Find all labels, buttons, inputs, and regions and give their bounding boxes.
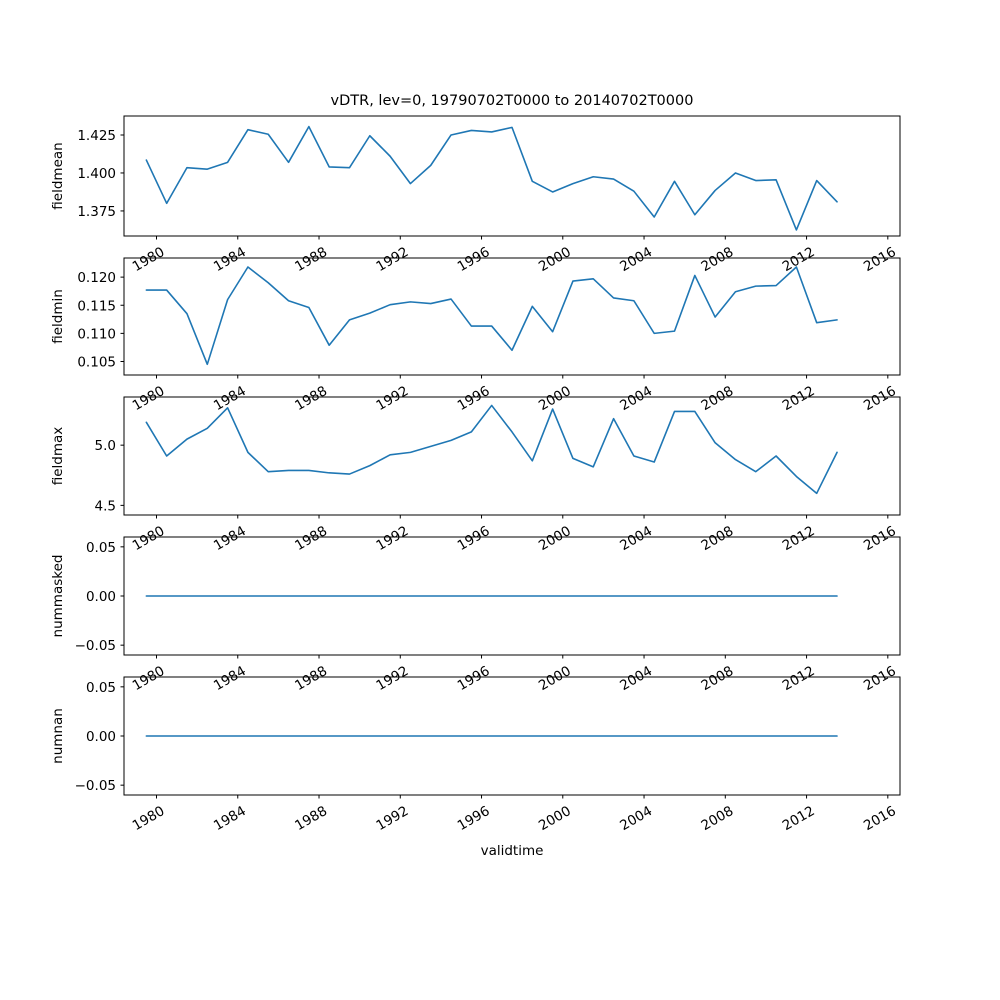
x-tick-label: 2004	[617, 523, 655, 554]
y-tick-label: 5.0	[95, 438, 116, 454]
subplot-numnan: −0.05 0.00 0.05 1980 1984 1988 1992 1996 2000 200…	[50, 676, 901, 859]
x-tick-label: 1984	[211, 523, 249, 554]
x-tick-label: 2016	[861, 663, 899, 694]
x-tick-label: 1992	[374, 244, 412, 275]
data-series-line	[145, 266, 838, 366]
x-tick-label: 1992	[374, 663, 412, 694]
x-tick-label: 1992	[374, 803, 412, 834]
x-tick-label: 1984	[211, 663, 249, 694]
y-tick-label: 1.425	[77, 128, 116, 144]
y-tick-label: 1.400	[77, 166, 116, 182]
x-tick-label: 2008	[699, 244, 737, 275]
x-tick-label: 1984	[211, 244, 249, 275]
subplot-fieldmin: 0.105 0.110 0.115 0.120 1980 1984 1988 1992 1996…	[50, 257, 901, 414]
x-tick-label: 2008	[699, 523, 737, 554]
x-tick-label: 2012	[780, 663, 818, 694]
x-tick-label: 2000	[536, 383, 574, 414]
x-tick-label: 1992	[374, 383, 412, 414]
y-tick-label: 0.00	[86, 589, 116, 605]
x-tick-label: 1996	[455, 383, 493, 414]
y-tick-label: 0.05	[86, 680, 116, 696]
subplot-fieldmean: 1.375 1.400 1.425 1980 1984 1988 1992 1996 2000 2…	[50, 115, 901, 275]
x-tick-label: 2008	[699, 663, 737, 694]
x-tick-label: 2012	[780, 803, 818, 834]
x-tick-label: 2012	[780, 523, 818, 554]
x-tick-label: 2000	[536, 663, 574, 694]
x-tick-label: 1996	[455, 803, 493, 834]
y-tick-label: −0.05	[75, 638, 116, 654]
x-tick-label: 2004	[617, 383, 655, 414]
y-tick-label: −0.05	[75, 778, 116, 794]
figure-title: vDTR, lev=0, 19790702T0000 to 20140702T0…	[331, 93, 694, 109]
y-tick-label: 0.05	[86, 540, 116, 556]
x-tick-label: 1980	[130, 663, 168, 694]
x-tick-label: 1980	[130, 523, 168, 554]
axes-frame	[123, 257, 901, 376]
data-series-line	[145, 404, 838, 495]
y-tick-label: 0.00	[86, 729, 116, 745]
y-axis-label: numnan	[50, 708, 66, 764]
x-tick-label: 2016	[861, 803, 899, 834]
subplot-nummasked: −0.05 0.00 0.05 1980 1984 1988 1992 1996 2000 200…	[50, 536, 901, 694]
x-tick-label: 2016	[861, 244, 899, 275]
x-tick-label: 2016	[861, 523, 899, 554]
x-tick-label: 2004	[617, 803, 655, 834]
x-tick-label: 1980	[130, 803, 168, 834]
x-tick-label: 1988	[292, 523, 330, 554]
y-tick-label: 0.120	[77, 270, 116, 286]
x-tick-label: 1984	[211, 803, 249, 834]
data-series-line	[145, 125, 838, 231]
x-tick-label: 1988	[292, 803, 330, 834]
x-tick-label: 2000	[536, 523, 574, 554]
x-tick-label: 1996	[455, 663, 493, 694]
x-tick-label: 2008	[699, 383, 737, 414]
x-tick-label: 1992	[374, 523, 412, 554]
x-tick-label: 1980	[130, 383, 168, 414]
y-tick-label: 1.375	[77, 204, 116, 220]
y-axis-label: fieldmax	[50, 427, 66, 486]
axes-frame	[123, 115, 901, 237]
y-tick-label: 0.105	[77, 355, 116, 371]
x-tick-label: 1984	[211, 383, 249, 414]
x-tick-label: 2004	[617, 244, 655, 275]
x-tick-label: 1988	[292, 244, 330, 275]
x-tick-label: 1996	[455, 244, 493, 275]
x-tick-label: 1980	[130, 244, 168, 275]
axes-frame	[123, 396, 901, 516]
x-tick-label: 1996	[455, 523, 493, 554]
x-tick-label: 2000	[536, 803, 574, 834]
x-tick-label: 2016	[861, 383, 899, 414]
x-tick-label: 1988	[292, 383, 330, 414]
x-tick-label: 1988	[292, 663, 330, 694]
y-tick-label: 4.5	[95, 498, 116, 514]
y-axis-label: nummasked	[50, 555, 66, 638]
x-axis-label: validtime	[481, 843, 544, 859]
y-tick-label: 0.115	[77, 298, 116, 314]
x-tick-label: 2008	[699, 803, 737, 834]
y-axis-label: fieldmin	[50, 289, 66, 344]
x-tick-label: 2000	[536, 244, 574, 275]
x-tick-label: 2012	[780, 244, 818, 275]
y-axis-label: fieldmean	[50, 142, 66, 209]
x-tick-label: 2004	[617, 663, 655, 694]
subplot-fieldmax: 4.5 5.0 1980 1984 1988 1992 1996 2000 2004 2008 20…	[50, 396, 901, 554]
y-tick-label: 0.110	[77, 326, 116, 342]
x-tick-label: 2012	[780, 383, 818, 414]
